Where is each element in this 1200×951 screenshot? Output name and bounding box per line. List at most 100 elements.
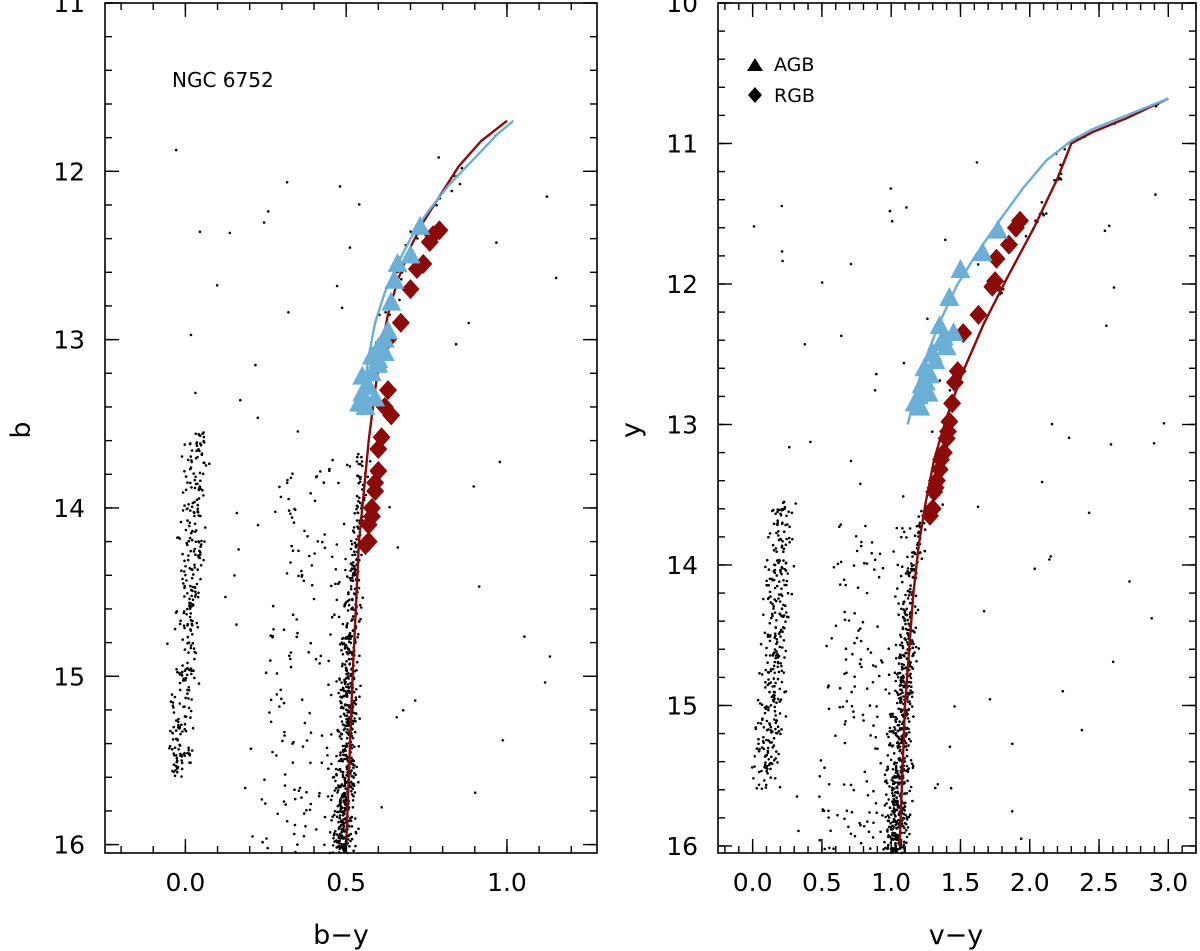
field-star (896, 790, 899, 794)
field-star (341, 723, 345, 726)
field-star (917, 515, 921, 518)
field-star (792, 564, 796, 568)
agb-triangle-marker (377, 320, 398, 340)
field-star (193, 595, 197, 598)
field-star (342, 848, 346, 852)
field-star (350, 542, 354, 546)
field-star (892, 810, 895, 814)
field-star (868, 847, 872, 850)
field-star (775, 642, 778, 646)
field-star (181, 577, 184, 581)
field-star (191, 598, 195, 601)
field-star (183, 504, 186, 507)
field-star (348, 650, 351, 653)
field-star (888, 785, 891, 788)
field-star (356, 635, 359, 639)
field-star (190, 594, 193, 598)
field-star (338, 767, 342, 771)
field-star (845, 700, 849, 703)
field-star (827, 783, 831, 786)
field-star (338, 816, 342, 820)
field-star (860, 665, 863, 669)
field-star (1061, 689, 1065, 693)
field-star (183, 705, 186, 708)
field-star (899, 680, 903, 684)
field-star (896, 693, 900, 697)
field-star (291, 613, 295, 616)
field-star (341, 662, 344, 666)
field-star (335, 598, 339, 602)
field-star (177, 536, 180, 539)
field-star (186, 543, 189, 547)
field-star (907, 767, 910, 770)
field-star (196, 503, 200, 507)
field-star (900, 709, 904, 712)
field-star (183, 669, 187, 672)
field-star (914, 645, 918, 649)
field-star (395, 716, 399, 719)
field-star (885, 793, 888, 796)
field-star (323, 533, 327, 536)
field-star (401, 709, 405, 712)
field-star (888, 692, 891, 695)
field-star (905, 835, 909, 839)
field-star (184, 676, 188, 680)
field-star (894, 843, 897, 847)
field-star (309, 802, 313, 806)
field-star (772, 759, 776, 762)
field-star (331, 844, 335, 847)
field-star (772, 607, 775, 610)
field-star (186, 481, 189, 484)
field-star (768, 590, 772, 594)
field-star (340, 648, 343, 652)
field-star (356, 474, 359, 477)
field-star (345, 714, 349, 717)
field-star (872, 789, 875, 793)
field-star (828, 846, 831, 850)
field-star (181, 552, 184, 556)
field-star (274, 510, 277, 514)
field-star (341, 622, 345, 626)
field-star (186, 688, 189, 692)
field-star (869, 734, 872, 737)
field-star (887, 816, 891, 819)
field-star (344, 797, 348, 800)
field-star (348, 825, 351, 828)
field-star (781, 259, 784, 263)
field-star (772, 578, 776, 582)
field-star (1154, 193, 1157, 196)
field-star (1111, 660, 1115, 664)
field-star (332, 832, 336, 835)
field-star (180, 759, 183, 762)
field-star (339, 751, 342, 754)
field-star (849, 262, 853, 266)
field-star (237, 548, 240, 551)
field-star (473, 791, 477, 794)
rgb-diamond-marker (1006, 217, 1025, 238)
agb-triangle-marker (922, 343, 943, 363)
field-star (906, 712, 909, 716)
field-star (339, 688, 343, 692)
field-star (883, 804, 887, 807)
field-star (910, 695, 914, 699)
field-star (772, 736, 776, 740)
field-star (886, 828, 889, 831)
x-tick-label: 0.0 (166, 868, 206, 897)
field-star (905, 726, 909, 730)
field-star (844, 658, 848, 661)
field-star (343, 694, 347, 698)
field-star (352, 526, 356, 529)
field-star (345, 736, 349, 740)
field-star (763, 779, 766, 782)
field-star (858, 821, 861, 825)
field-star (768, 577, 772, 581)
field-star (794, 502, 797, 505)
field-star (852, 788, 856, 792)
y-tick-label: 11 (666, 129, 698, 158)
field-star (769, 601, 773, 604)
field-star (191, 568, 194, 571)
field-star (346, 609, 350, 612)
field-star (826, 686, 830, 689)
field-star (193, 563, 196, 567)
field-star (303, 721, 307, 725)
